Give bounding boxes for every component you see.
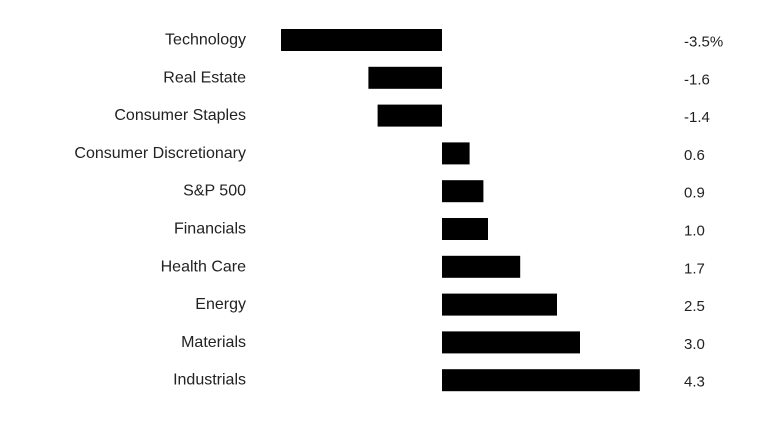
- category-label-consumer-discretionary: Consumer Discretionary: [74, 145, 246, 162]
- bars-group: [281, 29, 640, 392]
- bar-materials: [442, 331, 580, 354]
- value-label-real-estate: -1.6: [684, 71, 710, 88]
- category-label-materials: Materials: [181, 334, 246, 351]
- category-label-technology: Technology: [165, 32, 246, 49]
- bar-health-care: [442, 255, 521, 278]
- value-label-industrials: 4.3: [684, 374, 705, 391]
- category-label-energy: Energy: [195, 296, 246, 313]
- category-labels-group: Technology Real Estate Consumer Staples Con…: [74, 32, 246, 389]
- category-label-financials: Financials: [174, 221, 246, 238]
- bar-industrials: [442, 369, 640, 392]
- bar-consumer-staples: [377, 104, 442, 127]
- category-label-health-care: Health Care: [161, 258, 246, 275]
- category-label-industrials: Industrials: [173, 372, 246, 389]
- value-label-technology: -3.5%: [684, 34, 723, 51]
- bar-sandp-500: [442, 180, 484, 203]
- category-label-consumer-staples: Consumer Staples: [114, 107, 246, 124]
- bar-financials: [442, 218, 488, 240]
- bar-energy: [442, 293, 557, 316]
- category-label-sandp-500: S&P 500: [183, 183, 246, 200]
- category-label-real-estate: Real Estate: [163, 69, 246, 86]
- value-label-financials: 1.0: [684, 223, 705, 240]
- value-label-health-care: 1.7: [684, 260, 705, 277]
- value-label-sandp-500: 0.9: [684, 185, 705, 202]
- value-label-consumer-discretionary: 0.6: [684, 147, 705, 164]
- bar-real-estate: [368, 66, 442, 89]
- value-label-energy: 2.5: [684, 298, 705, 315]
- bar-consumer-discretionary: [442, 142, 470, 165]
- value-labels-group: -3.5% -1.6 -1.4 0.6 0.9 1.0 1.7 2.5 3.0 4.3: [684, 34, 723, 391]
- bar-technology: [281, 29, 442, 51]
- value-label-consumer-staples: -1.4: [684, 109, 710, 126]
- value-label-materials: 3.0: [684, 336, 705, 353]
